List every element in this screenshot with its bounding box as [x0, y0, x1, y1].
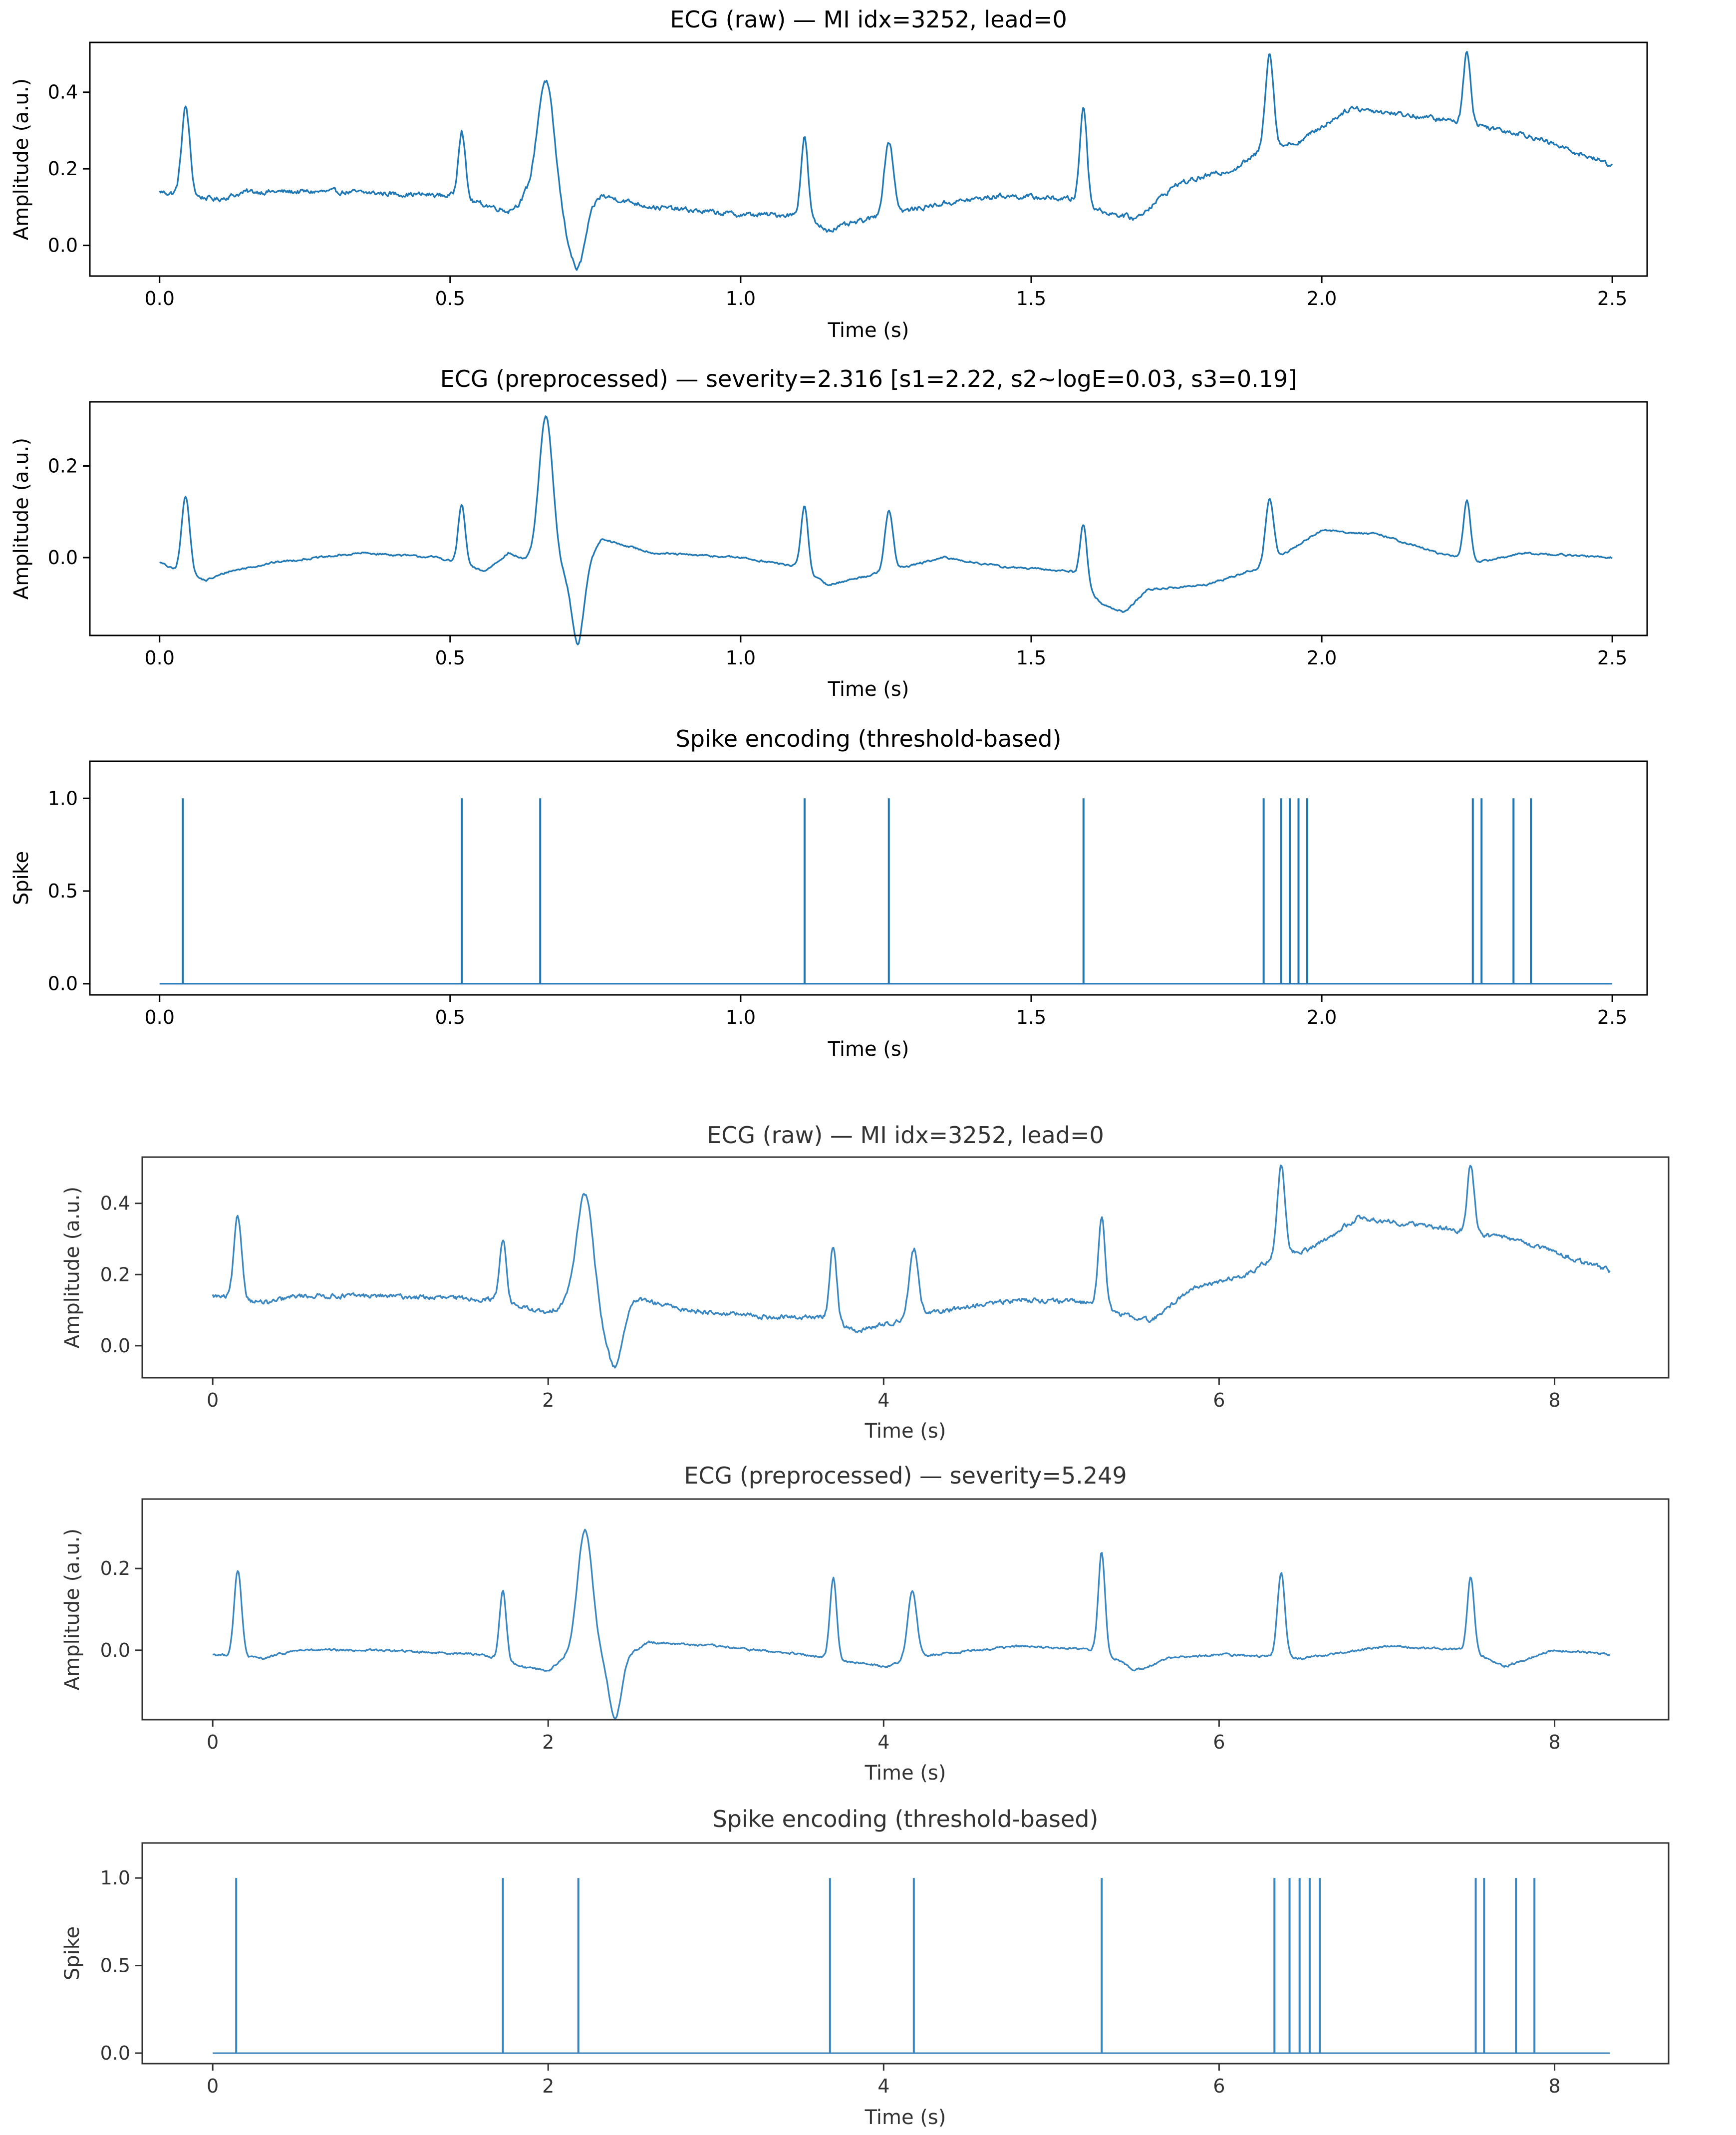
x-tick-label: 8 — [1548, 2075, 1560, 2097]
y-tick-label: 0.0 — [48, 235, 78, 257]
y-tick-label: 0.2 — [100, 1557, 130, 1579]
x-tick-label: 6 — [1213, 1731, 1225, 1753]
ecg-trace — [212, 1528, 1611, 1720]
panel-top-spikes: Spike encoding (threshold-based) Spike T… — [10, 725, 1648, 1061]
y-tick-label: 0.0 — [100, 1335, 130, 1357]
panel-bottom-raw: ECG (raw) — MI idx=3252, lead=0 Amplitud… — [61, 1122, 1670, 1443]
y-tick-label: 0.4 — [48, 81, 78, 103]
x-axis-label: Time (s) — [828, 1038, 909, 1061]
axes-frame — [141, 1156, 1670, 1379]
axes-frame — [89, 760, 1648, 996]
ecg-trace — [159, 51, 1613, 271]
x-tick-label: 2.0 — [1307, 288, 1337, 309]
x-tick-label: 6 — [1213, 1389, 1225, 1411]
line-series — [159, 415, 1613, 645]
chart-title: Spike encoding (threshold-based) — [676, 725, 1062, 752]
chart-title: ECG (raw) — MI idx=3252, lead=0 — [670, 6, 1067, 33]
line-series — [212, 1528, 1611, 1720]
y-axis-label: Spike — [10, 851, 33, 905]
x-tick-label: 8 — [1548, 1389, 1560, 1411]
line-series — [212, 1164, 1611, 1369]
x-tick-label: 2.5 — [1597, 1006, 1627, 1028]
panel-top-raw: ECG (raw) — MI idx=3252, lead=0 Amplitud… — [10, 6, 1648, 342]
x-tick-label: 8 — [1548, 1731, 1560, 1753]
x-axis-label: Time (s) — [828, 319, 909, 342]
x-axis-label: Time (s) — [865, 1420, 946, 1443]
x-tick-label: 2.0 — [1307, 1006, 1337, 1028]
x-tick-label: 1.5 — [1016, 647, 1046, 669]
x-tick-label: 1.5 — [1016, 1006, 1046, 1028]
x-tick-label: 0.0 — [144, 647, 174, 669]
y-tick-label: 0.0 — [48, 547, 78, 569]
ecg-trace — [212, 1164, 1611, 1369]
axes-frame — [89, 401, 1648, 636]
chart-title: Spike encoding (threshold-based) — [713, 1806, 1099, 1832]
spike-series — [159, 798, 1613, 985]
axes-frame — [141, 1842, 1670, 2065]
line-series — [159, 51, 1613, 271]
x-tick-label: 2 — [542, 2075, 554, 2097]
x-tick-label: 2.0 — [1307, 647, 1337, 669]
x-tick-label: 2.5 — [1597, 647, 1627, 669]
y-axis-label: Amplitude (a.u.) — [10, 438, 33, 600]
axes-frame — [141, 1498, 1670, 1721]
x-tick-label: 6 — [1213, 2075, 1225, 2097]
panel-bottom-spikes: Spike encoding (threshold-based) Spike T… — [61, 1806, 1670, 2129]
y-tick-label: 0.4 — [100, 1193, 130, 1215]
x-tick-label: 0 — [207, 2075, 219, 2097]
y-axis-label: Amplitude (a.u.) — [10, 78, 33, 240]
y-tick-label: 0.0 — [48, 973, 78, 995]
y-axis-label: Spike — [61, 1926, 84, 1980]
y-tick-label: 0.5 — [48, 880, 78, 902]
spike-series — [213, 1878, 1610, 2054]
x-tick-label: 0.0 — [144, 288, 174, 309]
x-tick-label: 0.5 — [435, 1006, 465, 1028]
panel-top-preprocessed: ECG (preprocessed) — severity=2.316 [s1=… — [10, 365, 1648, 701]
x-tick-label: 0.5 — [435, 288, 465, 309]
x-tick-label: 0.0 — [144, 1006, 174, 1028]
y-tick-label: 1.0 — [48, 787, 78, 809]
ecg-trace — [159, 415, 1613, 645]
x-tick-label: 1.0 — [726, 1006, 756, 1028]
y-tick-label: 0.0 — [100, 2042, 130, 2064]
x-tick-label: 2 — [542, 1389, 554, 1411]
y-tick-label: 0.2 — [100, 1263, 130, 1285]
x-tick-label: 4 — [877, 1389, 889, 1411]
y-tick-label: 0.2 — [48, 455, 78, 477]
x-tick-label: 1.0 — [726, 288, 756, 309]
x-tick-label: 2.5 — [1597, 288, 1627, 309]
y-tick-label: 0.0 — [100, 1639, 130, 1661]
panel-bottom-preprocessed: ECG (preprocessed) — severity=5.249 Ampl… — [61, 1462, 1670, 1785]
x-axis-label: Time (s) — [865, 1762, 946, 1785]
y-tick-label: 1.0 — [100, 1867, 130, 1889]
x-tick-label: 0.5 — [435, 647, 465, 669]
x-tick-label: 0 — [207, 1389, 219, 1411]
x-tick-label: 4 — [877, 1731, 889, 1753]
x-axis-label: Time (s) — [865, 2106, 946, 2129]
chart-title: ECG (preprocessed) — severity=2.316 [s1=… — [440, 365, 1297, 392]
chart-title: ECG (raw) — MI idx=3252, lead=0 — [707, 1122, 1104, 1149]
x-tick-label: 4 — [877, 2075, 889, 2097]
y-axis-label: Amplitude (a.u.) — [61, 1187, 84, 1348]
y-axis-label: Amplitude (a.u.) — [61, 1528, 84, 1690]
chart-title: ECG (preprocessed) — severity=5.249 — [684, 1462, 1127, 1489]
x-tick-label: 2 — [542, 1731, 554, 1753]
axes-frame — [89, 41, 1648, 277]
x-axis-label: Time (s) — [828, 678, 909, 701]
x-tick-label: 1.0 — [726, 647, 756, 669]
x-tick-label: 1.5 — [1016, 288, 1046, 309]
y-tick-label: 0.2 — [48, 158, 78, 180]
y-tick-label: 0.5 — [100, 1955, 130, 1977]
x-tick-label: 0 — [207, 1731, 219, 1753]
